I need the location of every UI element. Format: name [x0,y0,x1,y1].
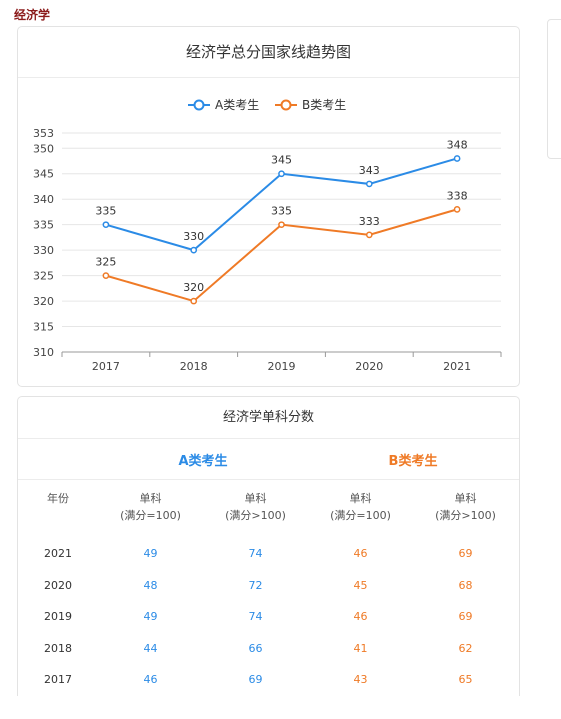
cell-a-over: 69 [248,673,263,687]
col-header-b-over: 单科 (满分>100) [413,480,518,538]
cell-b-100: 43 [353,673,368,687]
cell-a-100: 46 [143,673,158,687]
y-tick-label: 330 [33,244,54,257]
group-header-row: A类考生 B类考生 [18,439,519,480]
data-label: 320 [183,281,204,294]
cell-b-100: 41 [353,641,368,655]
data-label: 330 [183,230,204,243]
side-panel [547,19,561,159]
cell-a-over: 66 [248,641,263,655]
col-header-year: 年份 [18,480,98,538]
x-tick-label: 2019 [268,360,296,373]
data-point [102,272,110,279]
col-header-b-100: 单科 (满分=100) [308,480,413,538]
data-label: 335 [95,205,116,218]
data-point [365,180,373,188]
col-header-line1: 单科 [349,492,372,505]
group-b-label: B类考生 [388,453,438,469]
col-header-line1: 年份 [47,492,69,505]
col-header-a-100: 单科 (满分=100) [98,480,203,538]
y-tick-label: 310 [33,346,54,359]
legend-swatch-marker [193,99,205,111]
col-header-line2: (满分>100) [225,509,286,522]
col-header-line1: 单科 [454,492,477,505]
chart-title: 经济学总分国家线趋势图 [18,27,519,78]
data-point [102,221,110,229]
cell-b-over: 62 [458,641,473,655]
cell-b-over: 69 [458,547,473,561]
cell-year: 2019 [44,610,72,624]
table-row: 2020 48 72 45 68 [18,570,519,602]
x-tick-label: 2020 [355,360,383,373]
cell-a-100: 48 [143,578,158,592]
table-row: 2019 49 74 46 69 [18,601,519,633]
cell-b-over: 68 [458,578,473,592]
cell-b-over: 69 [458,610,473,624]
cell-year: 2020 [44,578,72,592]
x-tick-label: 2018 [180,360,208,373]
col-header-a-over: 单科 (满分>100) [203,480,308,538]
score-table-card: 经济学单科分数 A类考生 B类考生 年份 单科 (满分=100) 单科 (满分>… [17,396,520,696]
group-a-label: A类考生 [178,453,228,469]
data-point [453,206,461,213]
data-point [365,231,373,239]
x-tick-label: 2017 [92,360,120,373]
legend-swatch-marker [280,99,292,111]
table-title: 经济学单科分数 [18,397,519,439]
cell-b-100: 45 [353,578,368,592]
col-header-line2: (满分=100) [330,509,391,522]
data-point [190,297,198,305]
group-spacer [18,439,98,479]
legend-label: B类考生 [302,98,346,112]
cell-a-100: 49 [143,547,158,561]
y-tick-label: 320 [33,295,54,308]
data-label: 343 [359,164,380,177]
data-label: 338 [447,189,468,202]
y-tick-label: 340 [33,193,54,206]
cell-b-over: 65 [458,673,473,687]
chart-card: 经济学总分国家线趋势图 310 315 320 325 330 335 340 345 350 3… [17,26,520,387]
data-label: 348 [447,138,468,151]
cell-a-100: 44 [143,641,158,655]
data-point [278,170,285,178]
legend-label: A类考生 [215,98,259,112]
data-label: 333 [359,215,380,228]
score-table: A类考生 B类考生 年份 单科 (满分=100) 单科 (满分>100) 单科 … [18,439,519,696]
y-tick-label: 353 [33,127,54,140]
cell-a-over: 74 [248,610,263,624]
cell-b-100: 46 [353,610,368,624]
col-header-line2: (满分=100) [120,509,181,522]
data-point [190,246,198,254]
table-row: 2018 44 66 41 62 [18,633,519,665]
col-header-line1: 单科 [244,492,267,505]
cell-a-100: 49 [143,610,158,624]
data-point [278,221,285,229]
col-header-line2: (满分>100) [435,509,496,522]
cell-a-over: 74 [248,547,263,561]
line-chart: 310 315 320 325 330 335 340 345 350 353 2017 2018 20… [33,98,502,373]
x-tick-label: 2021 [443,360,471,373]
cell-b-100: 46 [353,547,368,561]
y-tick-label: 315 [33,321,54,334]
y-tick-label: 350 [33,142,54,155]
cell-year: 2021 [44,547,72,561]
table-row: 2017 46 69 43 65 [18,664,519,696]
data-point [453,155,461,162]
table-row: 2021 49 74 46 69 [18,538,519,570]
y-tick-label: 345 [33,168,54,181]
y-tick-label: 325 [33,270,54,283]
cell-a-over: 72 [248,578,263,592]
data-label: 335 [271,205,292,218]
data-label: 345 [271,154,292,167]
page-heading: 经济学 [14,8,51,22]
data-label: 325 [95,256,116,269]
col-header-line1: 单科 [139,492,162,505]
y-tick-label: 335 [33,219,54,232]
cell-year: 2018 [44,641,72,655]
cell-year: 2017 [44,673,72,687]
column-header-row: 年份 单科 (满分=100) 单科 (满分>100) 单科 (满分=100) 单… [18,480,519,538]
